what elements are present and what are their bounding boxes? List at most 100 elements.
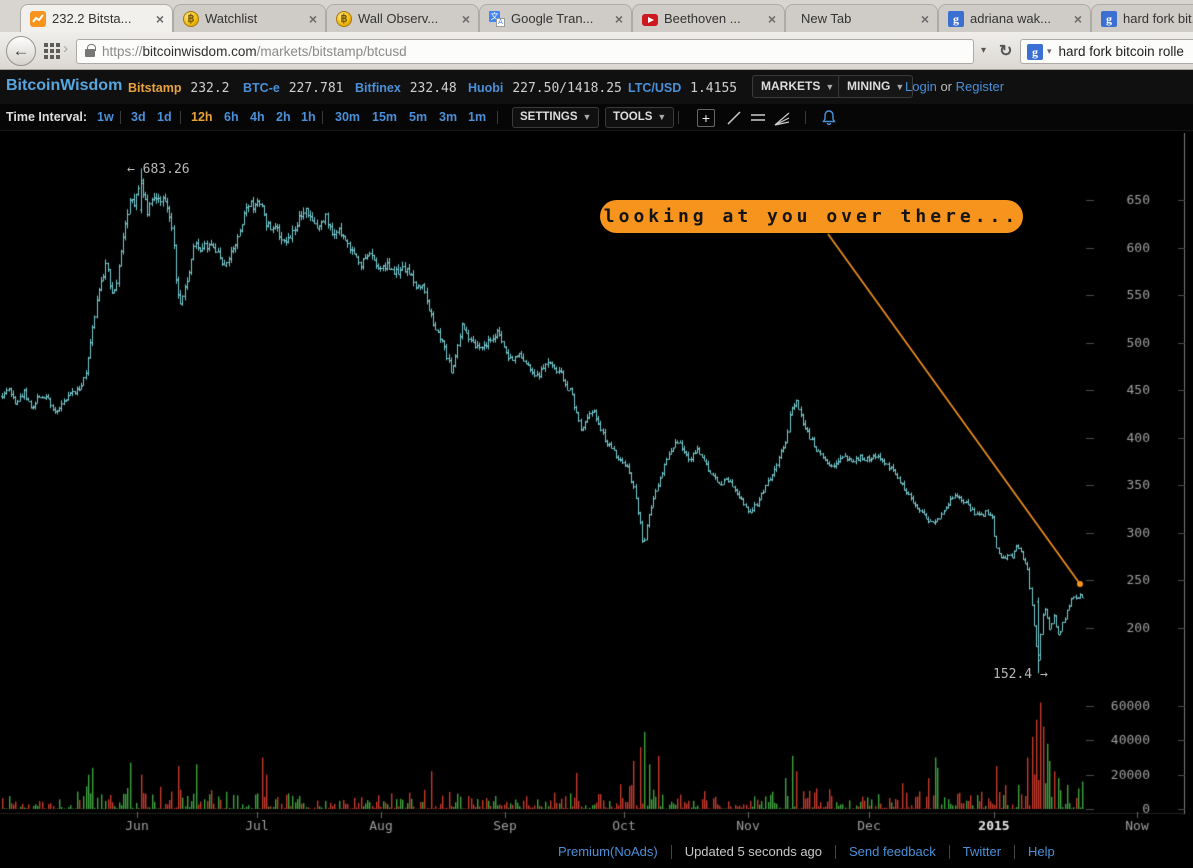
interval-6h[interactable]: 6h	[224, 110, 239, 124]
alert-bell-icon[interactable]	[820, 109, 838, 127]
search-engine-dropdown-icon[interactable]: ▾	[1047, 46, 1052, 56]
google-favicon-icon: g	[948, 10, 964, 27]
bitcoinwisdom-favicon-icon	[30, 10, 46, 27]
ticker-btce[interactable]: BTC-e 227.781	[243, 81, 344, 96]
interval-15m[interactable]: 15m	[372, 110, 398, 124]
ticker-ltcusd[interactable]: LTC/USD 1.4155	[628, 81, 738, 96]
chevron-down-icon: ▼	[825, 82, 835, 92]
chart-toolbar: Time Interval: 1w 3d 1d 12h 6h 4h 2h 1h …	[0, 104, 1193, 131]
login-link[interactable]: Login	[905, 79, 937, 94]
help-link[interactable]: Help	[1028, 844, 1055, 859]
divider	[948, 844, 950, 859]
chevron-down-icon: ▼	[895, 82, 905, 92]
interval-12h[interactable]: 12h	[191, 110, 213, 124]
auth-links: Login or Register	[905, 79, 1005, 94]
tab-title: adriana wak...	[970, 11, 1051, 26]
interval-3d[interactable]: 3d	[131, 110, 146, 124]
interval-1m[interactable]: 1m	[468, 110, 487, 124]
divider	[120, 111, 121, 124]
search-input[interactable]: g ▾ hard fork bitcoin rolle	[1020, 39, 1193, 64]
interval-4h[interactable]: 4h	[250, 110, 265, 124]
interval-1h[interactable]: 1h	[301, 110, 316, 124]
interval-30m[interactable]: 30m	[335, 110, 361, 124]
divider	[805, 111, 806, 124]
site-footer: Premium(NoAds) Updated 5 seconds ago Sen…	[0, 838, 1193, 868]
tab-title: New Tab	[801, 11, 852, 26]
tab-close-icon[interactable]: ×	[767, 10, 776, 27]
updated-status: Updated 5 seconds ago	[684, 844, 823, 859]
reload-icon[interactable]: ↻	[999, 43, 1013, 60]
tab-google-search-2[interactable]: g hard fork bit...	[1091, 4, 1193, 32]
divider	[1014, 844, 1016, 859]
tab-close-icon[interactable]: ×	[920, 10, 929, 27]
tab-title: Wall Observ...	[358, 11, 439, 26]
interval-2h[interactable]: 2h	[276, 110, 291, 124]
divider	[180, 111, 181, 124]
fan-lines-tool-icon[interactable]	[773, 109, 791, 127]
chevron-down-icon: ▼	[657, 112, 667, 122]
ticker-bitstamp[interactable]: Bitstamp 232.2	[128, 81, 230, 96]
send-feedback-link[interactable]: Send feedback	[849, 844, 936, 859]
horizontal-lines-tool-icon[interactable]	[749, 109, 767, 127]
register-link[interactable]: Register	[955, 79, 1005, 94]
tab-title: hard fork bit...	[1123, 11, 1193, 26]
ticker-bitfinex[interactable]: Bitfinex 232.48	[355, 81, 457, 96]
premium-link[interactable]: Premium(NoAds)	[558, 844, 658, 859]
address-bar[interactable]: https://bitcoinwisdom.com/markets/bitsta…	[76, 39, 974, 64]
tab-close-icon[interactable]: ×	[155, 10, 164, 27]
tab-close-icon[interactable]: ×	[461, 10, 470, 27]
divider	[322, 111, 323, 124]
divider	[670, 844, 672, 859]
bitcoin-favicon-icon: ฿	[336, 10, 352, 27]
tab-title: Watchlist	[205, 11, 258, 26]
bitcoin-favicon-icon: ฿	[183, 10, 199, 27]
trendline-tool-icon[interactable]	[725, 109, 743, 127]
time-interval-label: Time Interval:	[6, 110, 88, 124]
url-scheme: https://	[102, 44, 143, 59]
ticker-huobi[interactable]: Huobi 227.50/1418.25	[468, 81, 622, 96]
interval-1d[interactable]: 1d	[157, 110, 172, 124]
youtube-favicon-icon	[642, 13, 658, 26]
interval-3m[interactable]: 3m	[439, 110, 458, 124]
interval-1w[interactable]: 1w	[97, 110, 114, 124]
tab-watchlist[interactable]: ฿ Watchlist ×	[173, 4, 326, 32]
site-header: BitcoinWisdom Bitstamp 232.2 BTC-e 227.7…	[0, 70, 1193, 104]
interval-5m[interactable]: 5m	[409, 110, 428, 124]
mining-menu[interactable]: MINING ▼	[838, 75, 914, 98]
google-favicon-icon: g	[1027, 43, 1043, 60]
tab-close-icon[interactable]: ×	[614, 10, 623, 27]
tab-strip: 232.2 Bitsta... × ฿ Watchlist × ฿ Wall O…	[0, 0, 1193, 32]
tab-title: 232.2 Bitsta...	[52, 11, 132, 26]
tab-youtube[interactable]: Beethoven ... ×	[632, 4, 785, 32]
tools-menu[interactable]: TOOLS ▼	[605, 107, 675, 128]
high-price-annotation: ← 683.26	[127, 162, 190, 177]
tab-bitcoinwisdom[interactable]: 232.2 Bitsta... ×	[20, 4, 173, 32]
tab-close-icon[interactable]: ×	[1073, 10, 1082, 27]
tab-close-icon[interactable]: ×	[308, 10, 317, 27]
crosshair-tool-icon[interactable]: +	[697, 109, 715, 127]
site-logo[interactable]: BitcoinWisdom	[6, 77, 123, 94]
url-domain: bitcoinwisdom.com	[142, 44, 257, 59]
back-button[interactable]: ←	[6, 36, 36, 66]
tab-wall-observer[interactable]: ฿ Wall Observ... ×	[326, 4, 479, 32]
tab-new-tab[interactable]: New Tab ×	[785, 4, 938, 32]
search-text: hard fork bitcoin rolle	[1058, 44, 1184, 59]
markets-menu[interactable]: MARKETS ▼	[752, 75, 844, 98]
lock-icon	[85, 44, 96, 57]
divider	[678, 111, 679, 124]
divider	[835, 844, 837, 859]
apps-grid-icon[interactable]	[44, 43, 60, 59]
price-chart-canvas[interactable]	[0, 133, 1193, 838]
twitter-link[interactable]: Twitter	[962, 844, 1002, 859]
url-dropdown-icon[interactable]: ▾	[981, 45, 987, 56]
chevron-right-icon: ›	[63, 40, 68, 57]
tab-title: Google Tran...	[511, 11, 594, 26]
callout-bubble: looking at you over there...	[600, 200, 1023, 233]
google-favicon-icon: g	[1101, 10, 1117, 27]
browser-navbar: ← › https://bitcoinwisdom.com/markets/bi…	[0, 32, 1193, 70]
settings-menu[interactable]: SETTINGS ▼	[512, 107, 600, 128]
tab-google-search-1[interactable]: g adriana wak... ×	[938, 4, 1091, 32]
